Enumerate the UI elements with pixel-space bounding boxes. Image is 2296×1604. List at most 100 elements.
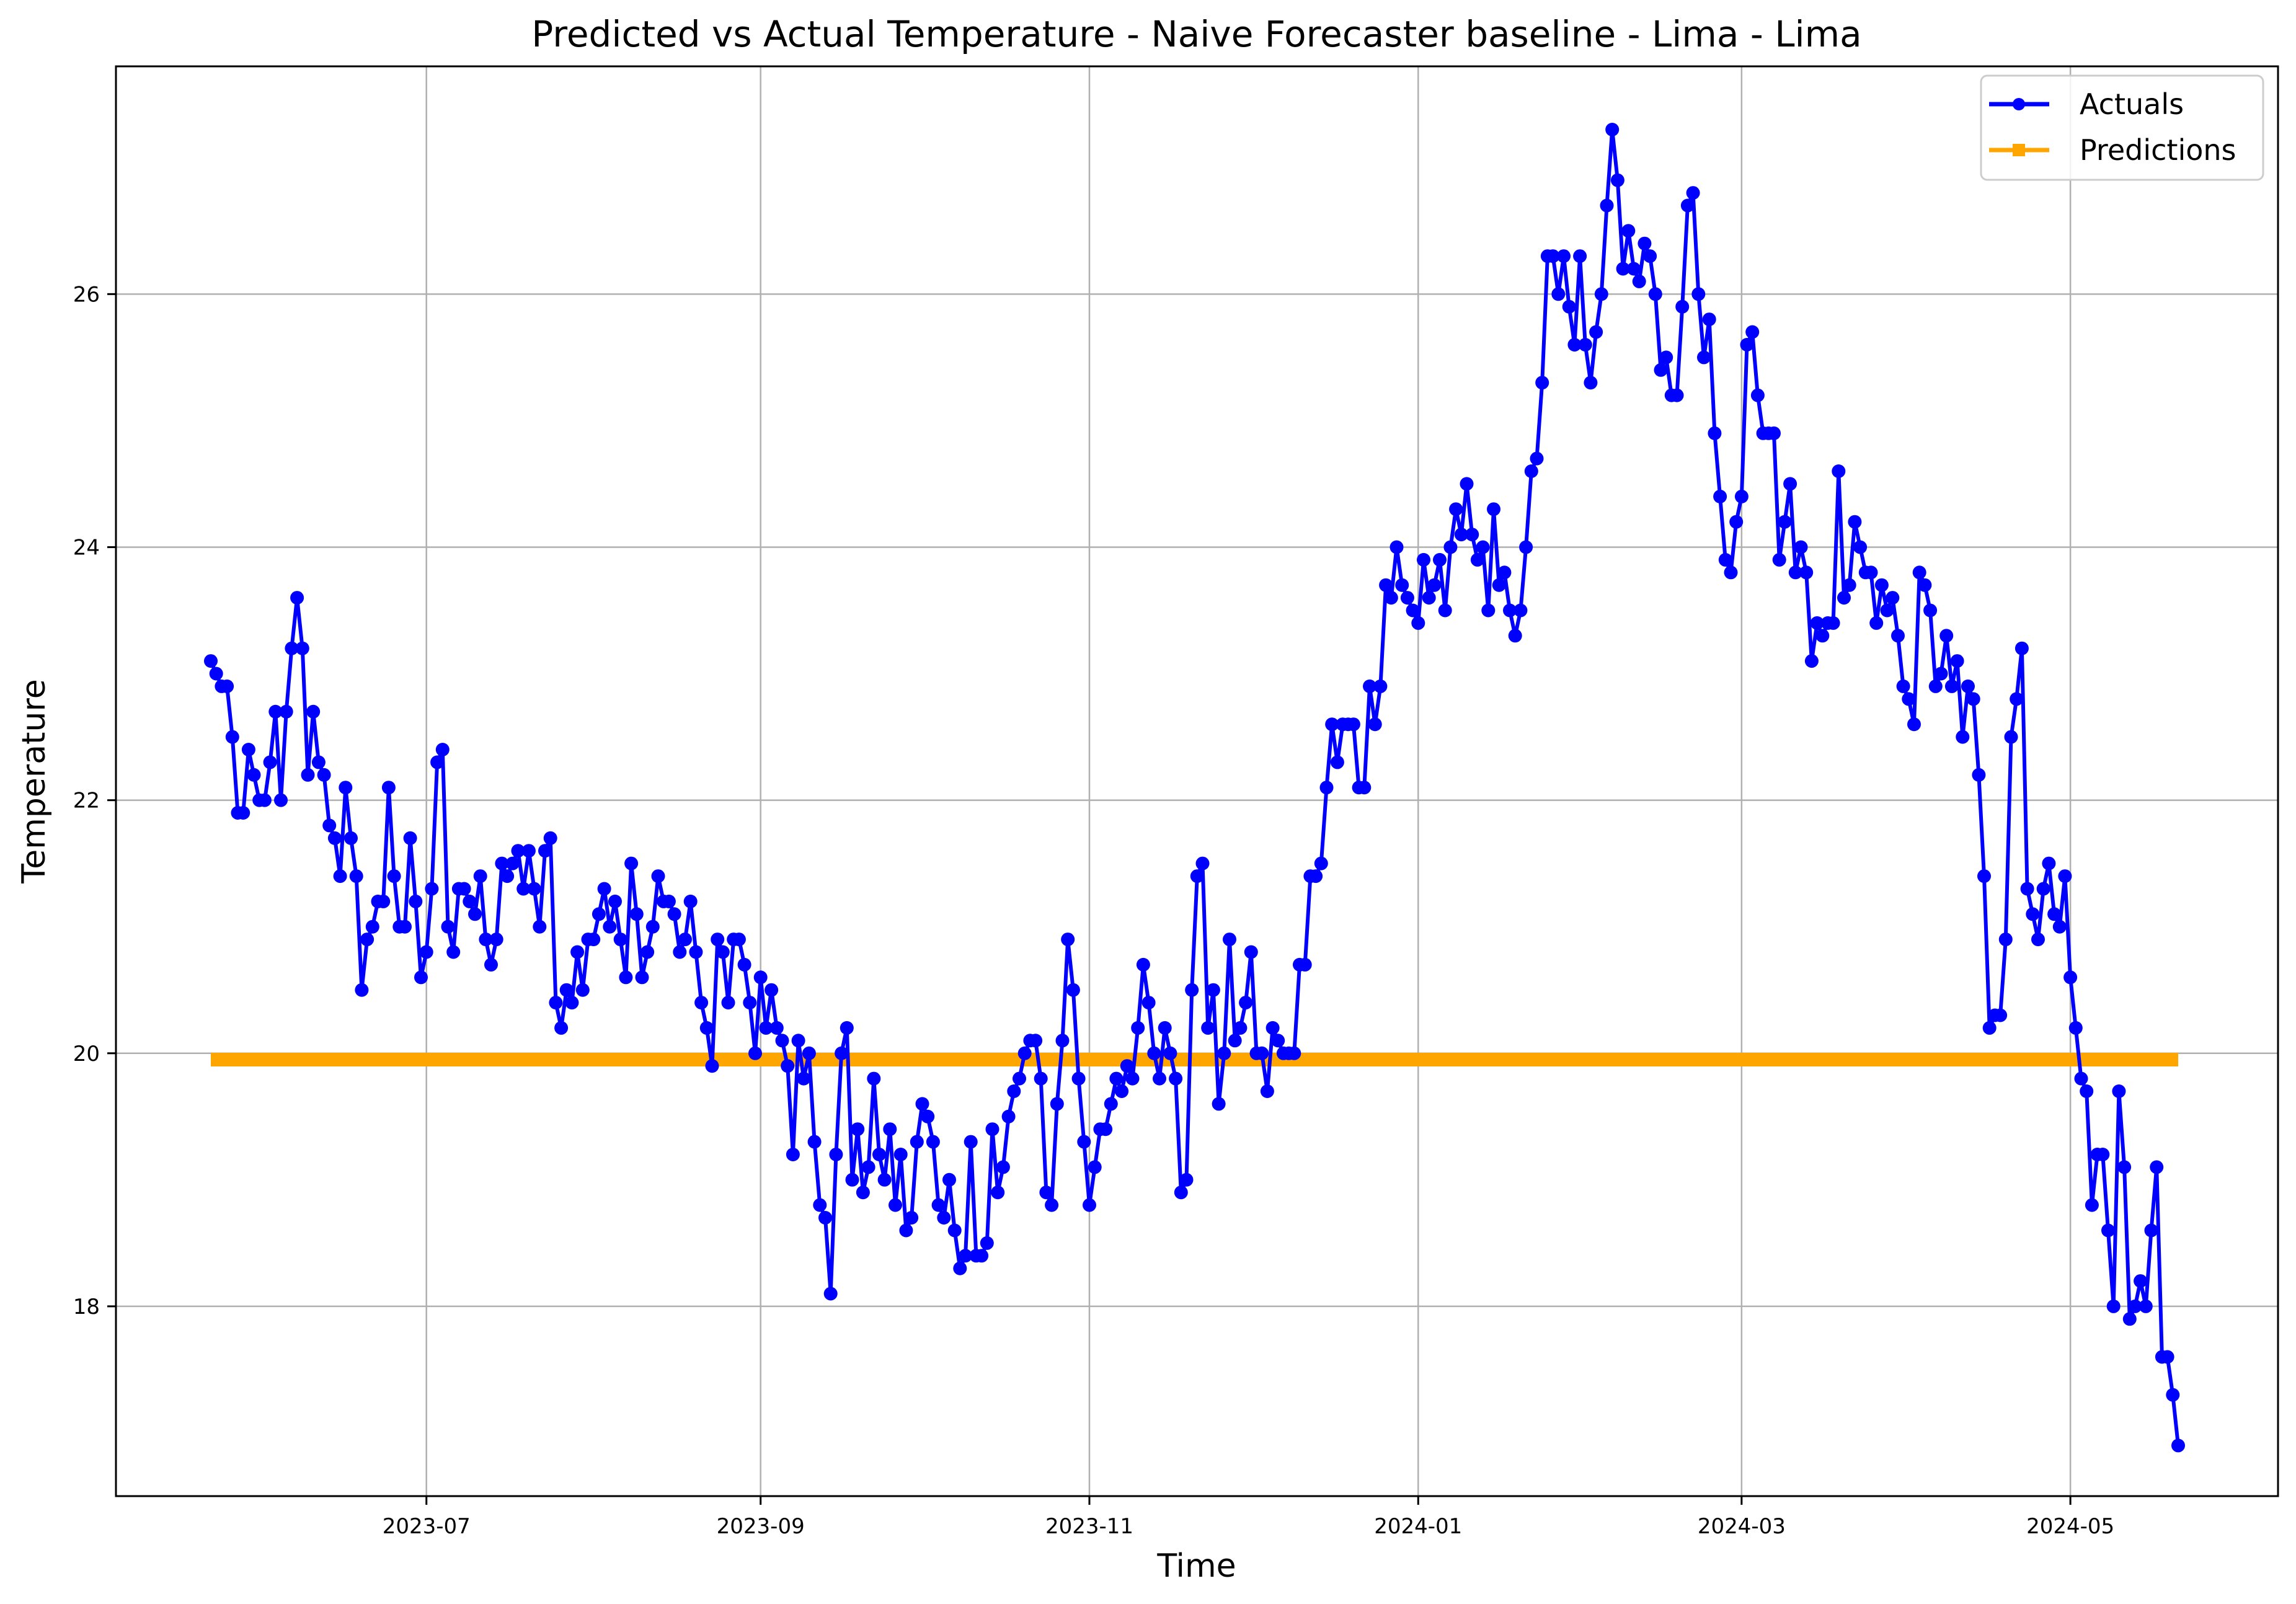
actuals-point [1460, 477, 1474, 491]
actuals-point [1013, 1071, 1026, 1086]
actuals-point [549, 996, 563, 1010]
actuals-point [1083, 1198, 1096, 1212]
actuals-point [2058, 869, 2072, 884]
plot-area-frame [115, 65, 2279, 1497]
actuals-point [1390, 540, 1404, 554]
actuals-point [947, 1223, 962, 1238]
actuals-point [1190, 869, 1204, 884]
actuals-point [1912, 565, 1926, 580]
actuals-point [1400, 591, 1414, 605]
actuals-point [2026, 907, 2040, 921]
actuals-point [1201, 1021, 1215, 1035]
actuals-point [1584, 376, 1598, 390]
actuals-point [765, 983, 779, 997]
actuals-point [1487, 502, 1500, 516]
actuals-point [301, 768, 315, 782]
actuals-point [597, 882, 611, 896]
actuals-point [1675, 299, 1690, 314]
actuals-point [1169, 1071, 1183, 1086]
actuals-point [1610, 173, 1624, 187]
actuals-point [1330, 755, 1344, 769]
x-tick-label: 2023-07 [383, 1514, 471, 1539]
actuals-point [2074, 1071, 2088, 1086]
actuals-point [1395, 578, 1409, 592]
actuals-point [279, 704, 293, 719]
actuals-point [2112, 1084, 2126, 1098]
actuals-point [349, 869, 363, 884]
actuals-point [2042, 856, 2056, 871]
actuals-point [1864, 565, 1878, 580]
actuals-point [926, 1135, 940, 1149]
actuals-point [1788, 565, 1802, 580]
actuals-point [769, 1021, 784, 1035]
actuals-point [1778, 515, 1792, 529]
actuals-point [1066, 983, 1080, 997]
actuals-point [209, 667, 223, 681]
actuals-point [360, 933, 375, 947]
actuals-point [1638, 236, 1652, 250]
actuals-point [1832, 464, 1846, 478]
actuals-point [1567, 338, 1582, 352]
actuals-point [398, 919, 412, 934]
actuals-point [1319, 781, 1334, 795]
actuals-point [1934, 667, 1948, 681]
actuals-point [1810, 616, 1824, 630]
actuals-point [1508, 629, 1522, 643]
actuals-point [527, 882, 541, 896]
actuals-point [1891, 629, 1905, 643]
actuals-point [899, 1223, 913, 1238]
actuals-point [711, 933, 725, 947]
actuals-point [1099, 1122, 1113, 1137]
actuals-point [1465, 528, 1479, 542]
actuals-point [1767, 426, 1781, 440]
actuals-point [629, 907, 644, 921]
actuals-point [587, 933, 601, 947]
actuals-point [1217, 1046, 1231, 1060]
actuals-point [619, 970, 633, 985]
actuals-point [2134, 1274, 2148, 1288]
actuals-point [387, 869, 401, 884]
actuals-point [2122, 1312, 2137, 1326]
actuals-point [2171, 1438, 2185, 1453]
actuals-point [1449, 502, 1463, 516]
actuals-point [500, 869, 515, 884]
actuals-point [290, 591, 304, 605]
actuals-point [2031, 933, 2045, 947]
chart-title: Predicted vs Actual Temperature - Naive … [531, 13, 1861, 55]
actuals-point [1977, 869, 1991, 884]
actuals-point [1125, 1071, 1140, 1086]
actuals-point [263, 755, 277, 769]
actuals-point [1562, 299, 1576, 314]
actuals-point [964, 1135, 978, 1149]
actuals-point [829, 1148, 843, 1161]
actuals-point [257, 793, 272, 807]
actuals-point [1379, 578, 1393, 592]
actuals-point [327, 831, 342, 845]
actuals-point [942, 1172, 956, 1187]
actuals-point [1131, 1021, 1145, 1035]
actuals-point [1557, 249, 1571, 264]
legend-box [1980, 74, 2264, 181]
legend-label-predictions: Predictions [2080, 133, 2236, 167]
actuals-point [645, 919, 660, 934]
actuals-point [1902, 692, 1916, 706]
actuals-point [1944, 679, 1959, 693]
actuals-point [797, 1071, 811, 1086]
actuals-point [1055, 1034, 1070, 1048]
actuals-point [1384, 591, 1398, 605]
actuals-point [2052, 919, 2067, 934]
actuals-point [699, 1021, 714, 1035]
actuals-point [1233, 1021, 1248, 1035]
actuals-point [835, 1046, 849, 1060]
actuals-point [861, 1160, 875, 1174]
actuals-point [1071, 1071, 1086, 1086]
actuals-point [1368, 717, 1382, 732]
actuals-point [435, 743, 450, 756]
actuals-point [1842, 578, 1856, 592]
actuals-point [1271, 1034, 1285, 1048]
actuals-point [204, 654, 218, 668]
actuals-point [1772, 552, 1786, 567]
actuals-point [759, 1021, 773, 1035]
actuals-point [905, 1211, 919, 1225]
actuals-point [446, 945, 461, 959]
